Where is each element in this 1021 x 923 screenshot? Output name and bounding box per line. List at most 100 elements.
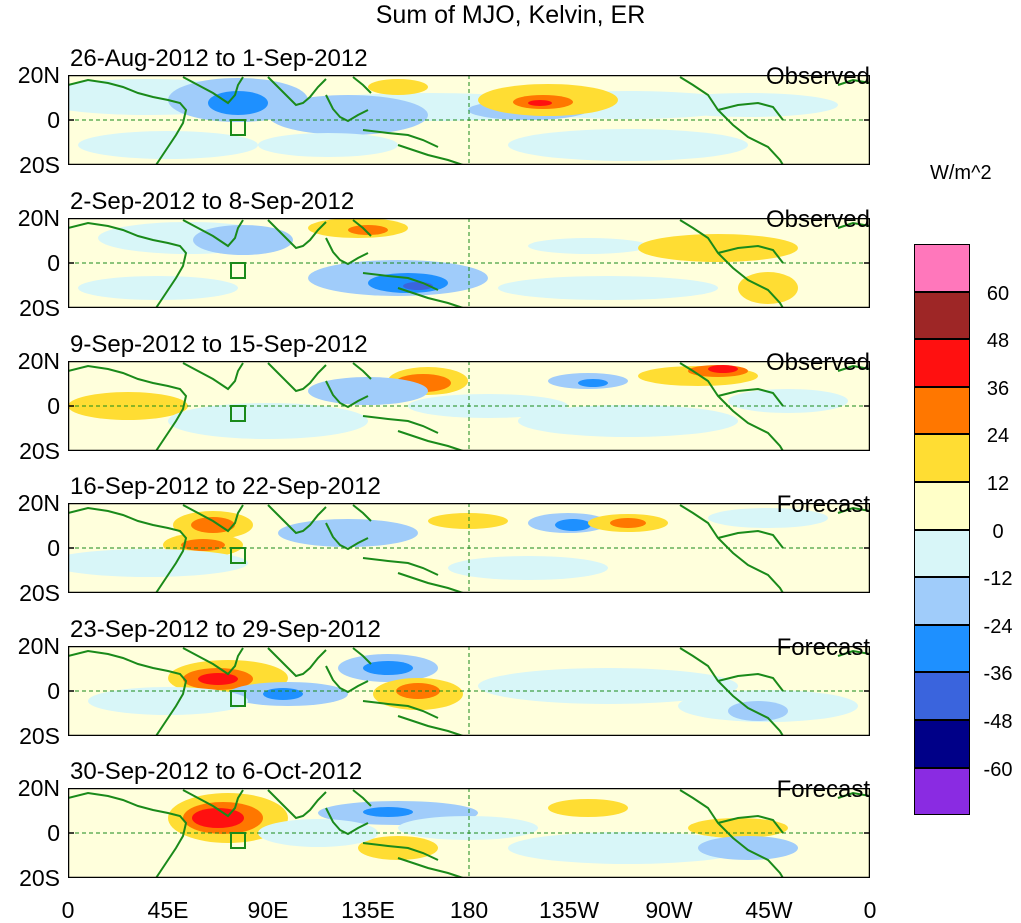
y-tick-label: 20S — [19, 723, 60, 749]
anomaly-contour — [578, 379, 608, 387]
anomaly-contour — [363, 807, 413, 817]
anomaly-contour — [610, 518, 646, 528]
map-panel-5: 23-Sep-2012 to 29-Sep-2012 Forecast 20N 0… — [18, 616, 870, 748]
coastline — [267, 362, 327, 393]
coastline — [325, 237, 369, 266]
coastline — [717, 529, 784, 549]
anomaly-contour — [68, 549, 248, 577]
region-box — [230, 547, 246, 564]
panel-date-range: 26-Aug-2012 to 1-Sep-2012 — [70, 45, 368, 72]
coastline — [837, 78, 870, 86]
y-tick-label: 20N — [17, 490, 60, 516]
colorbar-unit: W/m^2 — [930, 162, 992, 184]
coastline — [267, 504, 327, 535]
anomaly-contour — [508, 129, 748, 161]
anomaly-contour — [555, 519, 591, 531]
colorbar-box — [914, 672, 970, 720]
colorbar-box — [914, 482, 970, 530]
region-box — [230, 262, 246, 279]
coastline — [717, 244, 784, 264]
coastline — [182, 76, 244, 105]
coastline — [397, 715, 464, 736]
y-tick-label: 0 — [47, 250, 60, 276]
anomaly-contour — [308, 377, 428, 405]
colorbar-label: -24 — [983, 616, 1013, 638]
map-field — [68, 361, 870, 451]
anomaly-contour — [698, 836, 798, 860]
colorbar-box — [914, 767, 970, 816]
coastline — [68, 221, 188, 308]
y-tick-label: 20S — [19, 295, 60, 321]
colorbar-box — [914, 386, 970, 435]
coastline — [679, 76, 784, 165]
coastline — [267, 219, 327, 250]
x-tick-label: 0 — [863, 897, 877, 923]
anomaly-contour — [78, 276, 238, 300]
anomaly-contour — [258, 133, 398, 157]
y-tick-label: 0 — [47, 107, 60, 133]
map-panel-2: 2-Sep-2012 to 8-Sep-2012 Observed 20N 0 20… — [18, 188, 870, 320]
map-field — [68, 503, 870, 593]
coastline — [362, 415, 439, 434]
anomaly-contour — [508, 832, 748, 864]
colorbar-box — [914, 434, 970, 482]
anomaly-contour — [258, 819, 378, 847]
anomaly-contour — [428, 513, 508, 529]
coastline — [325, 665, 369, 694]
y-tick-label: 20N — [17, 348, 60, 374]
anomaly-contour — [198, 673, 238, 685]
coastline — [679, 504, 784, 593]
panel-type-label: Forecast — [776, 776, 870, 803]
panel-date-range: 9-Sep-2012 to 15-Sep-2012 — [70, 331, 368, 358]
region-box — [230, 832, 246, 849]
anomaly-contour — [263, 688, 303, 700]
coastline — [325, 380, 369, 409]
coastline — [362, 842, 439, 861]
anomaly-contour — [478, 668, 738, 704]
colorbar-label: 60 — [986, 283, 1010, 305]
coastline — [837, 649, 870, 657]
y-tick-label: 20N — [17, 633, 60, 659]
panel-type-label: Observed — [765, 206, 870, 233]
coastline — [679, 789, 784, 878]
panel-date-range: 2-Sep-2012 to 8-Sep-2012 — [70, 188, 355, 215]
coastline — [182, 362, 244, 391]
x-tick-label: 135E — [341, 897, 395, 923]
panel-date-range: 23-Sep-2012 to 29-Sep-2012 — [70, 616, 381, 643]
coastline — [352, 219, 372, 237]
coastline — [397, 287, 464, 308]
anomaly-contour — [528, 100, 552, 106]
coastline — [267, 789, 327, 820]
panel-date-range: 16-Sep-2012 to 22-Sep-2012 — [70, 473, 381, 500]
anomaly-contour — [638, 234, 798, 262]
coastline — [679, 362, 784, 451]
coastline — [837, 791, 870, 799]
y-tick-label: 0 — [47, 393, 60, 419]
y-tick-label: 20S — [19, 580, 60, 606]
y-tick-label: 20S — [19, 152, 60, 178]
anomaly-contour — [728, 701, 788, 721]
anomaly-contour — [708, 365, 738, 373]
panel-type-label: Observed — [765, 349, 870, 376]
anomaly-contour — [268, 95, 428, 135]
anomaly-contour — [738, 272, 798, 304]
map-panel-3: 9-Sep-2012 to 15-Sep-2012 Observed 20N 0 2… — [18, 331, 870, 463]
x-tick-label: 45W — [745, 897, 793, 923]
anomaly-contour — [368, 79, 428, 95]
coastline — [325, 94, 369, 123]
region-box — [230, 119, 246, 136]
panel-date-range: 30-Sep-2012 to 6-Oct-2012 — [70, 758, 363, 785]
main-title: Sum of MJO, Kelvin, ER — [375, 1, 646, 29]
y-tick-label: 0 — [47, 535, 60, 561]
coastline — [362, 129, 439, 148]
coastline — [182, 647, 244, 676]
colorbar-label: 0 — [992, 521, 1004, 543]
colorbar-box — [914, 624, 970, 673]
colorbar-label: 48 — [986, 330, 1010, 352]
anomaly-contour — [498, 276, 718, 300]
y-tick-label: 20N — [17, 205, 60, 231]
anomaly-contour — [728, 389, 848, 413]
x-tick-label: 135W — [538, 897, 600, 923]
x-tick-label: 0 — [61, 897, 75, 923]
map-field — [68, 75, 870, 165]
